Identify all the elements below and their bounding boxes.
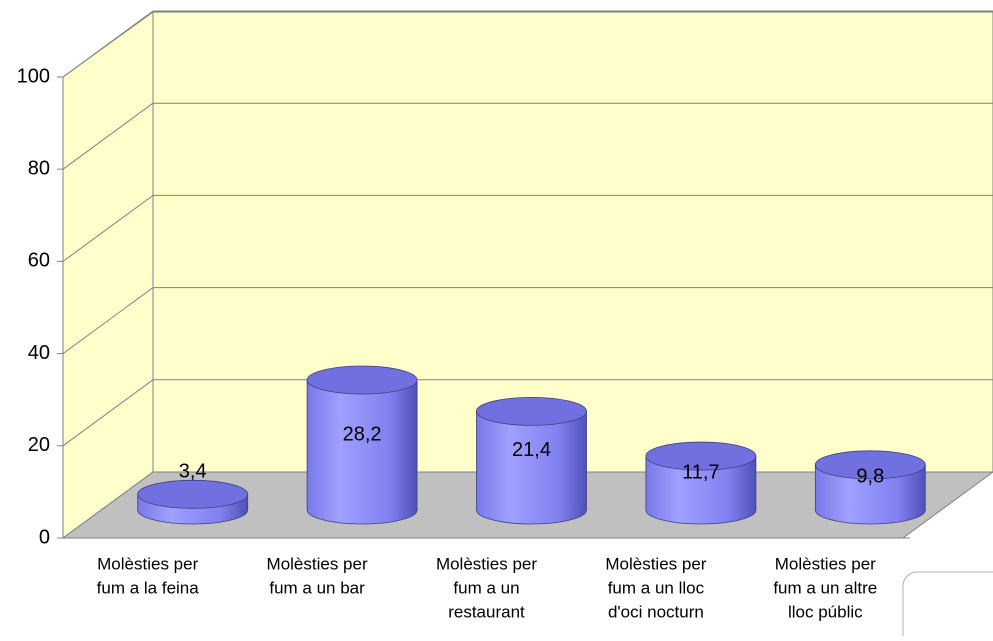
x-tick-label: Molèsties per (436, 554, 537, 573)
bar-top (476, 396, 587, 426)
x-tick-label: Molèsties per (605, 554, 706, 573)
bar (645, 441, 757, 525)
grid-line (62, 10, 154, 78)
x-tick-label: fum a un altre (773, 578, 877, 597)
bar-body (814, 464, 926, 525)
bar-body (645, 455, 757, 525)
x-tick-label: d'oci nocturn (608, 602, 704, 621)
grid (62, 10, 993, 447)
x-tick-label: restaurant (448, 602, 525, 621)
grid-line (62, 379, 154, 447)
y-tick-label: 80 (28, 157, 50, 179)
bar (814, 450, 926, 525)
grid-line (62, 102, 154, 170)
bars (137, 365, 926, 525)
x-tick-label: fum a un (453, 578, 519, 597)
bar-body (476, 410, 587, 525)
x-tick-label: Molèsties per (775, 554, 876, 573)
x-tick-label: lloc públic (788, 602, 863, 621)
x-tick-label: fum a un bar (269, 578, 365, 597)
bar (306, 365, 418, 525)
data-label: 11,7 (682, 461, 719, 483)
y-tick-label: 20 (28, 434, 50, 456)
y-tick-label: 100 (17, 65, 50, 87)
data-label: 9,8 (856, 466, 884, 488)
bar-top (814, 450, 926, 480)
grid-line (62, 287, 154, 355)
x-tick-label: fum a un lloc (608, 578, 705, 597)
y-tick-label: 0 (39, 526, 50, 548)
x-tick-label: Molèsties per (97, 554, 198, 573)
bar-top (306, 365, 418, 395)
bar (476, 396, 587, 525)
data-label: 28,2 (343, 423, 382, 445)
back-wall (152, 11, 993, 473)
bar-top (645, 441, 757, 471)
y-tick-label: 40 (28, 342, 50, 364)
bar-top (137, 479, 249, 509)
x-tick-label: Molèsties per (267, 554, 368, 573)
left-wall (62, 11, 154, 539)
y-tick-label: 60 (28, 250, 50, 272)
overlay-box (902, 571, 993, 641)
bar (137, 479, 249, 525)
bar-body (306, 379, 418, 525)
data-label: 3,4 (179, 461, 207, 483)
data-label: 21,4 (512, 439, 551, 461)
grid-line (62, 194, 154, 262)
x-tick-label: fum a la feina (97, 578, 200, 597)
